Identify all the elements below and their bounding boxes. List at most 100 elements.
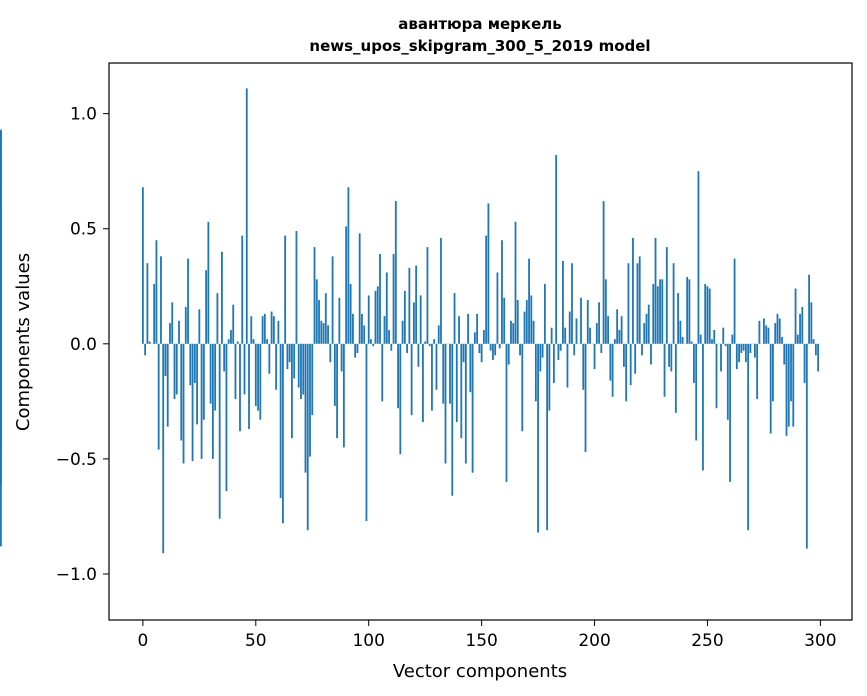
bar-component-243: [690, 341, 693, 344]
bar-component-287: [790, 343, 792, 402]
bar-component-152: [485, 235, 488, 344]
bar-component-90: [345, 226, 348, 344]
bar-component-88: [340, 343, 343, 372]
x-tick-label: 200: [578, 631, 610, 651]
bar-component-186: [562, 260, 564, 344]
bar-component-154: [489, 343, 492, 351]
bar-component-117: [406, 343, 409, 354]
bar-component-157: [496, 272, 499, 344]
bar-component-136: [449, 343, 451, 404]
bar-component-125: [424, 341, 427, 344]
bar-component-26: [200, 343, 203, 459]
bar-component-256: [720, 343, 722, 372]
bar-component-100: [367, 295, 370, 344]
bar-component-262: [733, 258, 736, 344]
bar-component-68: [295, 231, 298, 344]
bar-component-108: [385, 272, 388, 344]
bar-component-281: [776, 313, 779, 344]
bar-component-246: [697, 171, 700, 344]
bar-component-151: [482, 329, 485, 344]
bar-component-222: [643, 323, 646, 344]
bar-component-225: [650, 343, 652, 365]
bar-component-260: [729, 343, 731, 482]
bar-component-104: [376, 286, 379, 344]
bar-component-146: [471, 343, 474, 473]
bar-component-98: [363, 325, 366, 344]
bar-component-249: [704, 283, 707, 344]
bar-component-153: [487, 203, 490, 344]
bar-component-160: [503, 297, 506, 344]
bar-component-207: [609, 343, 612, 381]
bar-component-271: [753, 343, 756, 358]
bar-component-undefined: [0, 189, 2, 344]
bar-component-114: [399, 343, 402, 455]
bar-component-257: [722, 327, 725, 344]
bar-component-164: [512, 323, 515, 344]
bar-component-34: [218, 343, 221, 519]
bar-component-156: [494, 343, 497, 356]
bar-component-195: [582, 343, 585, 390]
y-axis-label: Components values: [13, 253, 34, 431]
bar-component-112: [394, 201, 397, 344]
bar-component-24: [196, 343, 198, 425]
bar-component-7: [157, 343, 160, 450]
bar-component-291: [799, 313, 801, 344]
bar-component-35: [221, 251, 223, 344]
bar-component-137: [451, 343, 454, 496]
bar-component-92: [349, 283, 352, 344]
bar-component-3: [148, 341, 151, 344]
bar-component-105: [379, 254, 381, 344]
x-axis-ticks: 0 50 100 150 200 250 300: [137, 620, 837, 651]
bar-component-288: [792, 343, 795, 427]
bar-component-undefined: [0, 323, 2, 344]
bar-component-221: [641, 343, 643, 356]
bar-component-127: [428, 343, 431, 347]
bar-component-198: [589, 327, 591, 344]
bar-component-268: [747, 343, 750, 531]
bar-component-95: [356, 343, 359, 354]
bar-component-203: [600, 343, 603, 354]
bar-component-134: [444, 343, 447, 464]
bar-component-179: [546, 343, 549, 531]
bar-component-16: [178, 320, 180, 344]
bar-component-46: [245, 88, 248, 344]
bar-component-284: [783, 343, 786, 365]
bar-component-94: [354, 343, 357, 358]
bar-component-36: [223, 343, 226, 372]
bar-component-102: [372, 343, 375, 347]
bar-component-250: [706, 286, 709, 344]
bar-component-148: [476, 313, 479, 344]
bar-component-53: [261, 316, 264, 344]
bar-component-79: [320, 320, 323, 344]
bar-component-111: [392, 254, 395, 344]
bar-component-147: [473, 332, 476, 344]
bar-component-58: [272, 316, 275, 344]
bar-component-86: [336, 343, 338, 439]
bar-component-189: [568, 311, 571, 344]
bar-component-126: [426, 247, 429, 344]
bar-component-230: [661, 279, 664, 344]
bar-component-27: [202, 343, 205, 420]
bar-component-191: [573, 343, 576, 356]
bar-component-214: [625, 343, 628, 402]
bar-component-295: [808, 274, 810, 344]
bar-component-75: [311, 343, 314, 416]
bar-component-202: [598, 302, 600, 344]
x-tick-label: 100: [352, 631, 384, 651]
bar-component-194: [580, 297, 582, 344]
bar-component-82: [327, 325, 329, 344]
bar-component-204: [602, 201, 605, 344]
bar-component-181: [550, 327, 553, 344]
bar-component-140: [458, 316, 460, 344]
bar-component-228: [656, 286, 659, 344]
bar-component-258: [724, 343, 727, 347]
bar-component-158: [498, 343, 501, 349]
bar-component-67: [293, 343, 296, 379]
bar-component-128: [431, 343, 433, 411]
bar-component-144: [467, 313, 469, 344]
bar-component-109: [388, 329, 390, 344]
bar-component-120: [412, 302, 415, 344]
bar-component-220: [638, 256, 641, 344]
bar-component-210: [616, 309, 619, 344]
bar-component-231: [663, 343, 666, 397]
